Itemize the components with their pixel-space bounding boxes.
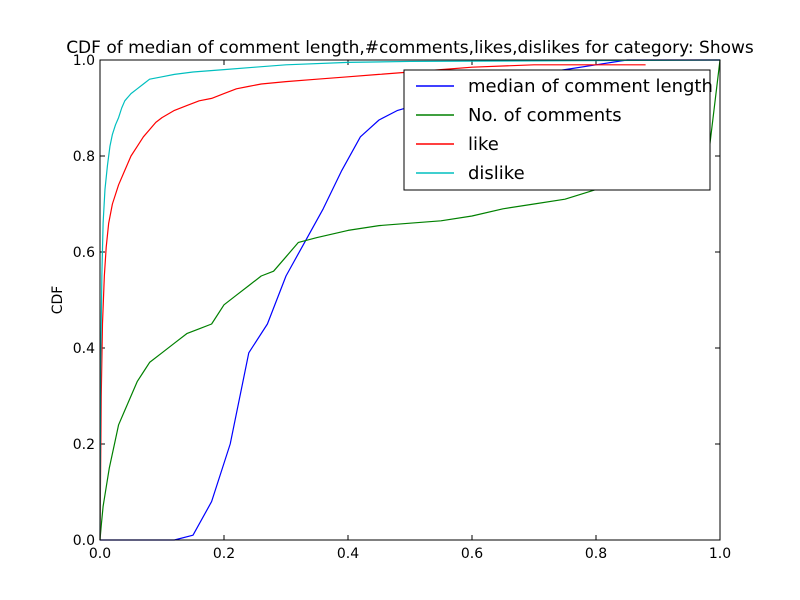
series-line-1	[99, 59, 721, 541]
legend-label: No. of comments	[468, 105, 622, 126]
y-tick-label: 0.8	[73, 149, 95, 165]
legend-box	[403, 69, 711, 191]
plot-frame	[99, 59, 721, 541]
x-tick-label: 0.2	[213, 546, 235, 562]
y-tick-label: 1.0	[73, 53, 95, 69]
x-tick-label: 0.6	[461, 546, 483, 562]
legend-label: dislike	[468, 163, 525, 184]
chart-title: CDF of median of comment length,#comment…	[66, 38, 754, 58]
y-tick-label: 0.6	[73, 245, 95, 261]
y-tick-label: 0.2	[73, 437, 95, 453]
legend-label: median of comment length	[468, 76, 713, 97]
y-tick-label: 0.4	[73, 341, 95, 357]
y-axis-label: CDF	[50, 286, 66, 315]
legend: median of comment length No. of comments l…	[403, 69, 713, 191]
x-tick-label: 0.4	[337, 546, 359, 562]
legend-label: like	[468, 134, 499, 155]
series-line-2	[99, 64, 646, 541]
series-line-3	[99, 59, 721, 541]
x-tick-label: 0.8	[585, 546, 607, 562]
y-tick-label: 0.0	[73, 533, 95, 549]
x-tick-label: 0.0	[89, 546, 111, 562]
x-tick-label: 1.0	[709, 546, 731, 562]
